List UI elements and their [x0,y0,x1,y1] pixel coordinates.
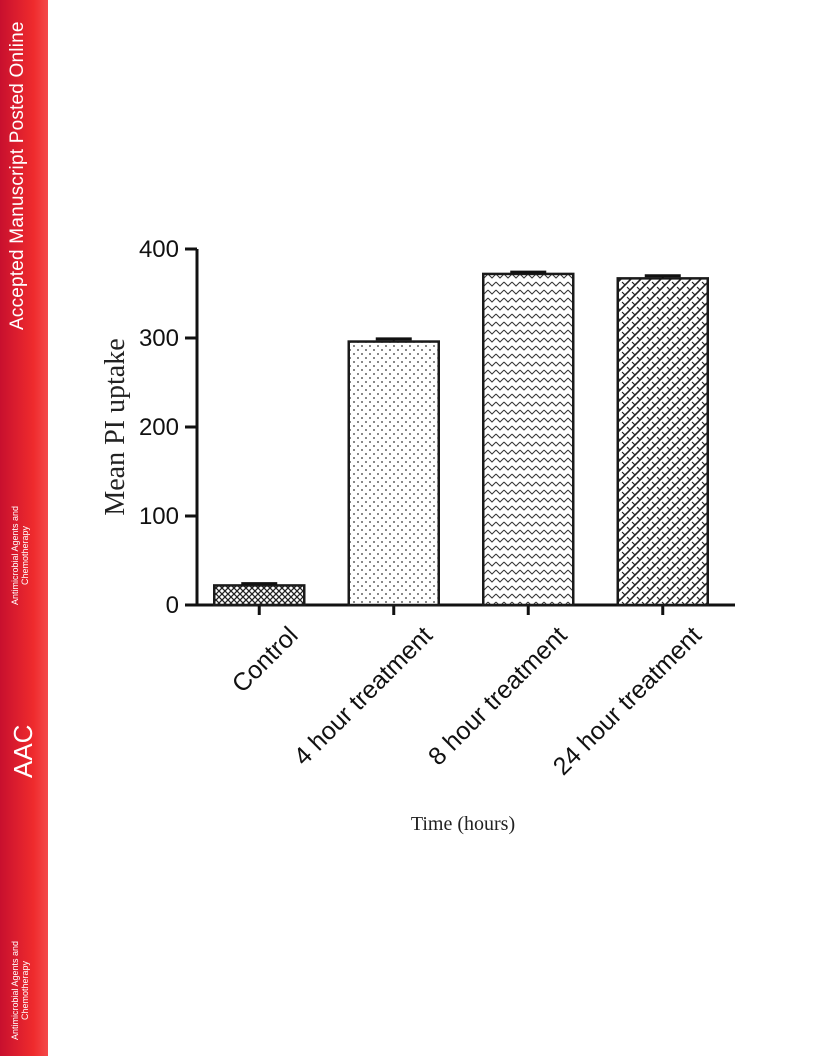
y-axis-title: Mean PI uptake [100,338,131,515]
chart-axes: 0 100 200 300 400 [139,236,735,619]
chart-bars [213,270,709,607]
y-tick-label: 0 [166,592,179,619]
x-tick-label: Control [227,621,304,698]
y-tick-label: 200 [139,414,179,441]
x-tick-label: 8 hour treatment [423,621,573,771]
bar [616,277,709,607]
y-tick-label: 300 [139,325,179,352]
x-tick-label: 4 hour treatment [288,621,438,771]
journal-side-banner: Accepted Manuscript Posted Online AAC An… [0,0,48,1056]
y-tick-label: 100 [139,503,179,530]
y-tick-label: 400 [139,236,179,263]
bar [482,272,575,607]
bar [347,340,440,607]
bar [213,584,306,607]
x-tick-label: 24 hour treatment [548,621,707,780]
x-axis-title: Time (hours) [411,813,515,835]
